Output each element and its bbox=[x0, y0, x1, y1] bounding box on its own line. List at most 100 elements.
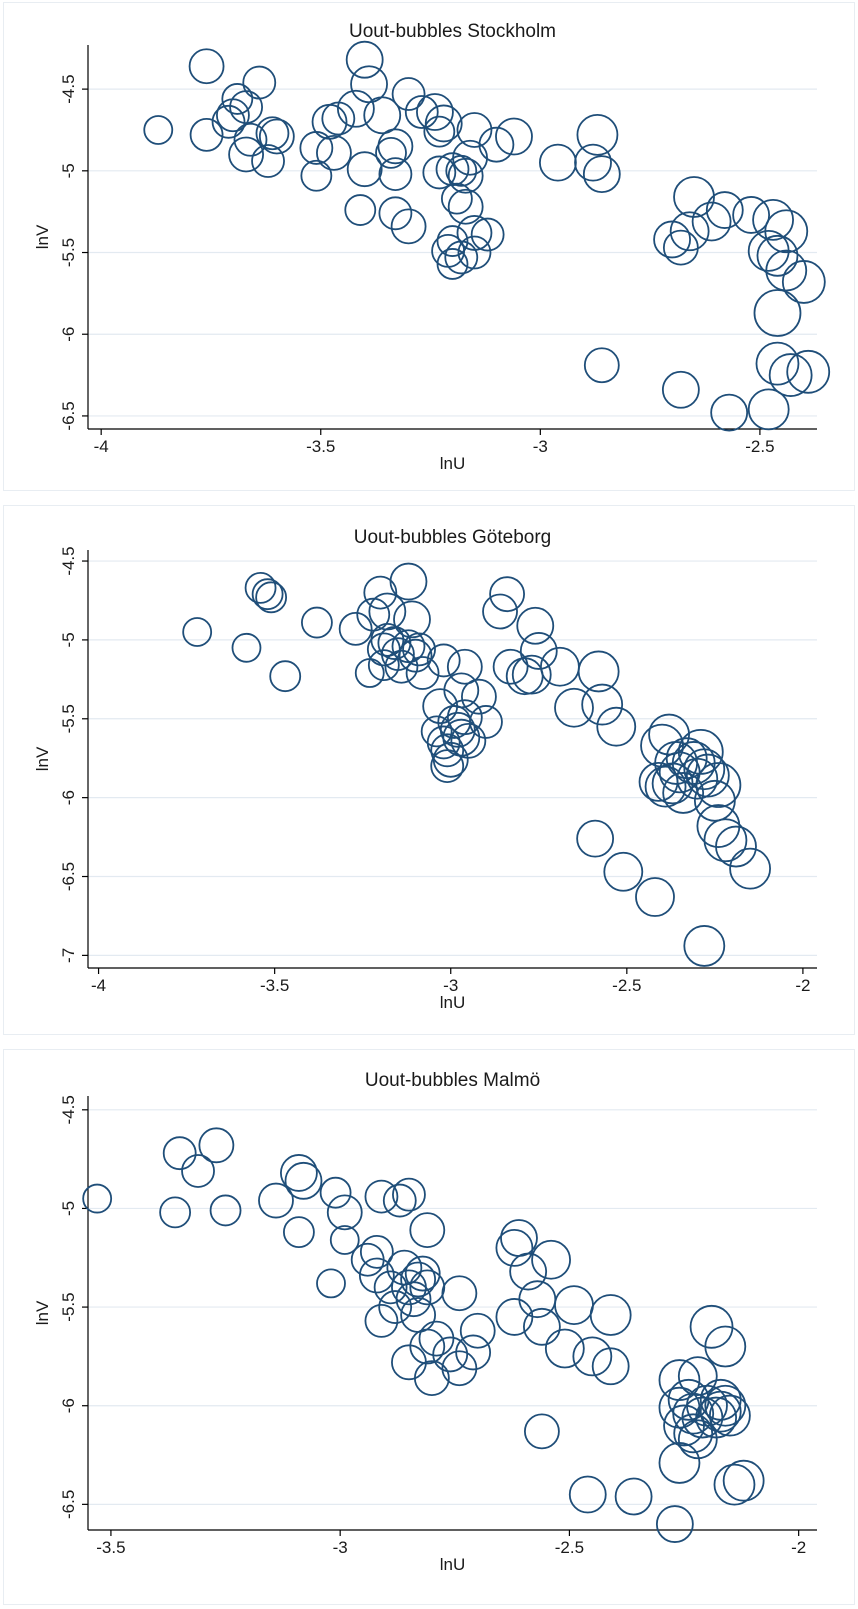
bubble-point bbox=[441, 1275, 478, 1312]
bubble-point bbox=[363, 575, 398, 610]
bubble-point bbox=[691, 201, 732, 242]
bubble-point bbox=[336, 89, 375, 128]
x-tick-label: -3.5 bbox=[260, 976, 289, 995]
bubble-point bbox=[409, 1269, 446, 1306]
bubble-point bbox=[495, 1228, 534, 1267]
bubble-point bbox=[382, 1183, 417, 1218]
bubble-point bbox=[346, 151, 383, 188]
bubble-point bbox=[523, 1307, 561, 1346]
y-tick-label: -5 bbox=[59, 163, 78, 178]
bubble-point bbox=[768, 353, 813, 397]
bubble-point bbox=[446, 699, 483, 736]
bubble-point bbox=[359, 1234, 394, 1269]
bubble-point bbox=[644, 765, 687, 808]
bubble-point bbox=[301, 606, 333, 639]
bubble-point bbox=[319, 1176, 352, 1209]
bubble-point bbox=[316, 1268, 346, 1299]
y-axis-label: lnV bbox=[33, 224, 52, 249]
y-tick-label: -6.5 bbox=[59, 862, 78, 891]
bubble-point bbox=[188, 48, 225, 85]
bubble-point bbox=[391, 77, 426, 111]
bubble-point bbox=[572, 1336, 613, 1377]
bubble-point bbox=[577, 650, 620, 693]
bubble-point bbox=[459, 1312, 496, 1349]
bubble-point bbox=[389, 562, 428, 601]
chart-panel-goteborg: -4.5 -5 -5.5 -6 -6.5 -7 -4 -3.5 -3 -2.5 -2 Uout-bub… bbox=[3, 505, 855, 1035]
y-tick-label: -7 bbox=[59, 948, 78, 963]
chart-panel-malmo: -4.5 -5 -5.5 -6 -6.5 -3.5 -3 -2.5 -2 Uout-bubbles… bbox=[3, 1049, 855, 1605]
bubble-point bbox=[390, 208, 427, 245]
bubble-point bbox=[658, 1442, 701, 1484]
bubble-point bbox=[715, 825, 757, 868]
bubble-point bbox=[284, 1161, 323, 1200]
chart-panel-stockholm: -4.5 -5 -5.5 -6 -6.5 -4 -3.5 -3 -2.5 Uout-bubbles… bbox=[3, 2, 855, 491]
y-tick-label: -6.5 bbox=[59, 1490, 78, 1519]
bubble-point bbox=[531, 1239, 571, 1280]
bubble-point bbox=[695, 1396, 738, 1439]
x-tick-label: -3 bbox=[443, 976, 458, 995]
bubble-point bbox=[554, 687, 594, 728]
bubble-point bbox=[596, 706, 637, 747]
bubble-point bbox=[269, 660, 302, 693]
bubble-point bbox=[378, 1290, 413, 1324]
y-tick-label: -4.5 bbox=[59, 74, 78, 103]
bubble-point bbox=[444, 240, 479, 275]
bubble-point bbox=[589, 1294, 632, 1336]
bubble-point bbox=[729, 847, 771, 890]
bubble-point bbox=[765, 249, 808, 292]
bubble-point bbox=[655, 1505, 694, 1543]
bubble-point bbox=[457, 235, 492, 270]
bubble-point bbox=[756, 234, 799, 277]
bubble-point bbox=[423, 115, 456, 148]
bubble-point bbox=[662, 772, 705, 814]
bubble-point bbox=[358, 1257, 395, 1294]
bubble-point bbox=[568, 1475, 607, 1514]
bubble-point bbox=[447, 188, 484, 225]
bubble-point bbox=[495, 117, 533, 156]
x-tick-label: -2 bbox=[791, 1538, 806, 1557]
bubble-point bbox=[704, 1384, 747, 1427]
bubble-point bbox=[82, 1183, 113, 1214]
bubble-point bbox=[492, 648, 529, 685]
bubble-point bbox=[441, 1350, 478, 1387]
y-tick-label: -5.5 bbox=[59, 238, 78, 267]
y-tick-label: -5.5 bbox=[59, 704, 78, 733]
bubble-point bbox=[364, 1179, 399, 1214]
bubble-point bbox=[661, 370, 700, 409]
bubble-point bbox=[576, 819, 615, 858]
bubble-point bbox=[258, 1182, 294, 1219]
bubble-point bbox=[398, 638, 433, 673]
bubble-point bbox=[603, 851, 644, 892]
chart-title: Uout-bubbles Göteborg bbox=[354, 527, 552, 548]
bubble-point bbox=[446, 648, 483, 685]
bubble-point bbox=[500, 1219, 538, 1257]
bubble-point bbox=[228, 136, 264, 173]
bubble-point bbox=[538, 143, 577, 182]
chart-svg-goteborg: -4.5 -5 -5.5 -6 -6.5 -7 -4 -3.5 -3 -2.5 -2 Uout-bub… bbox=[33, 527, 817, 1012]
bubble-point bbox=[669, 211, 710, 252]
bubble-point bbox=[582, 155, 621, 193]
y-tick-label: -6 bbox=[59, 790, 78, 805]
bubble-point bbox=[576, 113, 619, 156]
bubble-point bbox=[283, 1216, 315, 1249]
bubble-point bbox=[416, 93, 454, 131]
bubble-point bbox=[329, 1225, 360, 1255]
bubble-point bbox=[251, 578, 284, 611]
bubble-point bbox=[233, 122, 268, 157]
y-tick-label: -5 bbox=[59, 1201, 78, 1216]
bubble-point bbox=[685, 753, 730, 798]
bubble-point bbox=[366, 632, 401, 667]
x-tick-label: -3 bbox=[333, 1538, 348, 1557]
bubble-point bbox=[198, 1127, 235, 1164]
x-axis-label: lnU bbox=[440, 454, 466, 473]
bubble-point bbox=[677, 1356, 718, 1397]
x-tick-label: -3 bbox=[533, 437, 548, 456]
bubble-point bbox=[402, 632, 436, 667]
bubble-point bbox=[258, 118, 295, 155]
bubble-point bbox=[326, 1194, 363, 1231]
y-tick-label: -6.5 bbox=[59, 401, 78, 430]
bubble-point bbox=[455, 1334, 492, 1371]
bubble-point bbox=[699, 1390, 742, 1433]
bubble-point bbox=[381, 637, 415, 672]
y-tick-label: -5 bbox=[59, 632, 78, 647]
